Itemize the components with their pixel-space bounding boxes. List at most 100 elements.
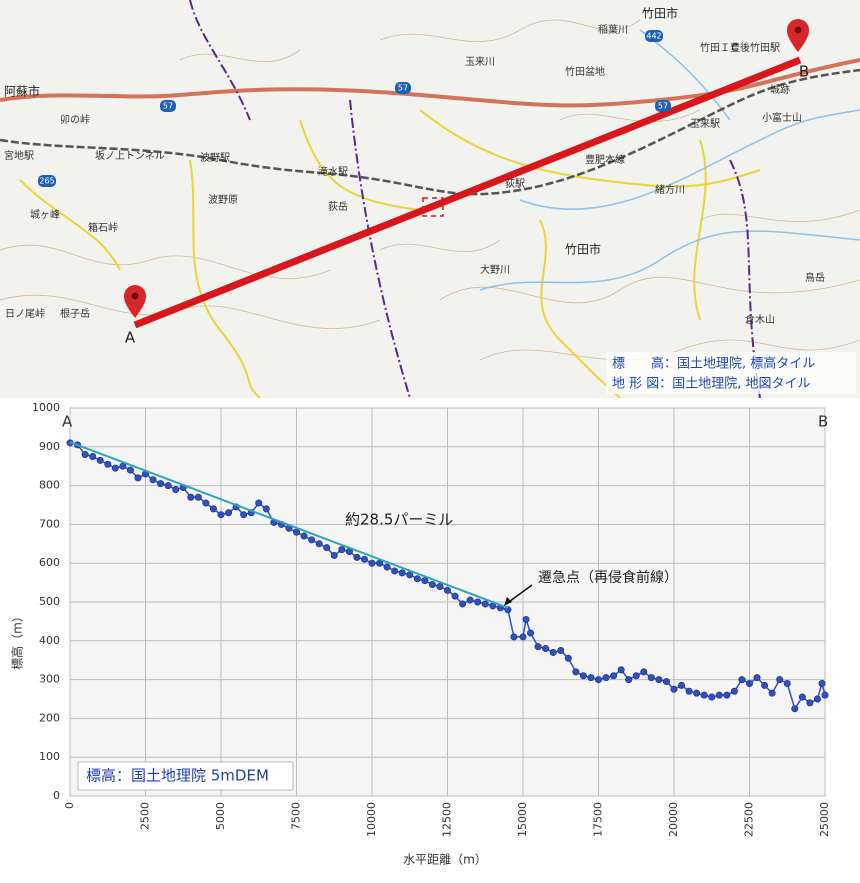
profile-point (670, 685, 678, 693)
annotation: A (62, 413, 73, 431)
profile-point (738, 676, 746, 684)
y-tick-label: 200 (39, 711, 60, 724)
y-tick-label: 300 (39, 673, 60, 686)
profile-point (655, 676, 663, 684)
x-tick-label: 5000 (214, 802, 227, 830)
profile-point (700, 691, 708, 699)
profile-point (753, 674, 761, 682)
profile-point (776, 676, 784, 684)
profile-point (723, 691, 731, 699)
railway (0, 68, 860, 196)
station-label: 宮地駅 (4, 149, 34, 162)
place-label: 竹田市 (642, 6, 678, 21)
profile-point (111, 464, 119, 472)
profile-point (632, 672, 640, 680)
profile-point (157, 480, 165, 488)
profile-point (564, 654, 572, 662)
profile-point (610, 672, 618, 680)
place-label: 城ヶ峰 (30, 209, 60, 221)
focus-box (422, 197, 444, 217)
place-label: 鳥岳 (805, 271, 825, 284)
profile-point (413, 575, 421, 583)
profile-point (330, 551, 338, 559)
profile-point (640, 668, 648, 676)
profile-point (202, 499, 210, 507)
profile-point (126, 466, 134, 474)
profile-point (481, 600, 489, 608)
profile-point (818, 679, 826, 687)
x-tick-label: 22500 (743, 802, 756, 837)
profile-point (572, 668, 580, 676)
profile-point (474, 598, 482, 606)
profile-point (225, 509, 233, 517)
map: A B 57 57 57 442 265 竹田市 阿蘇市 竹田ＩＣ 豊後竹田駅 … (0, 0, 860, 399)
place-label: 卯の峠 (60, 114, 90, 126)
y-tick-label: 400 (39, 634, 60, 647)
profile-point (338, 546, 346, 554)
profile-point (451, 592, 459, 600)
profile-point (398, 569, 406, 577)
profile-point (602, 674, 610, 682)
x-tick-label: 0 (63, 802, 76, 809)
profile-point (617, 666, 625, 674)
y-tick-label: 100 (39, 750, 60, 763)
profile-point (436, 582, 444, 590)
profile-point (308, 536, 316, 544)
profile-point (662, 678, 670, 686)
profile-point (217, 511, 225, 519)
profile-point (594, 676, 602, 684)
x-tick-label: 10000 (365, 802, 378, 837)
y-tick-label: 1000 (32, 401, 60, 414)
profile-point (421, 577, 429, 585)
x-tick-label: 15000 (516, 802, 529, 837)
y-tick-label: 0 (53, 789, 60, 802)
x-tick-label: 2500 (139, 802, 152, 830)
profile-point (745, 679, 753, 687)
annotation: B (818, 413, 828, 431)
profile-point (187, 493, 195, 501)
station-label: 波野駅 (200, 151, 230, 164)
profile-point (798, 693, 806, 701)
station-label: 荻駅 (505, 178, 525, 190)
profile-point (134, 474, 142, 482)
profile-point (104, 460, 112, 468)
y-axis-label: 標高（m） (10, 610, 25, 670)
profile-point (813, 695, 821, 703)
profile-point (761, 681, 769, 689)
trend-line (69, 441, 509, 609)
annotation: 約28.5パーミル (345, 511, 453, 529)
river-label: 緒方川 (655, 183, 685, 196)
profile-point (383, 563, 391, 571)
place-label: 箱石峠 (88, 221, 118, 234)
route-number: 442 (646, 32, 661, 41)
profile-point (194, 493, 202, 501)
route-number: 265 (39, 177, 54, 186)
profile-point (466, 596, 474, 604)
profile-point (81, 451, 89, 459)
profile-point (625, 676, 633, 684)
profile-point (647, 674, 655, 682)
profile-point (300, 532, 308, 540)
boundary (349, 99, 411, 399)
pin (787, 19, 809, 52)
profile-point (443, 586, 451, 594)
x-tick-label: 25000 (818, 802, 831, 837)
profile-point (96, 456, 104, 464)
place-label: 竹田ＩＣ (700, 41, 740, 54)
profile-point (768, 689, 776, 697)
x-axis-label: 水平距離（m） (403, 853, 487, 867)
profile-point (315, 540, 323, 548)
place-label: 竹田市 (565, 242, 601, 257)
profile-point (527, 629, 535, 637)
x-tick-label: 17500 (592, 802, 605, 837)
profile-point (821, 691, 829, 699)
y-tick-label: 600 (39, 556, 60, 569)
railway-label: 豊肥本線 (585, 153, 625, 166)
credit: 地 形 図：国土地理院, 地図タイル (612, 377, 811, 392)
y-tick-label: 900 (39, 440, 60, 453)
profile-point (360, 555, 368, 563)
profile-point (678, 681, 686, 689)
station-label: 玉来駅 (690, 118, 720, 130)
